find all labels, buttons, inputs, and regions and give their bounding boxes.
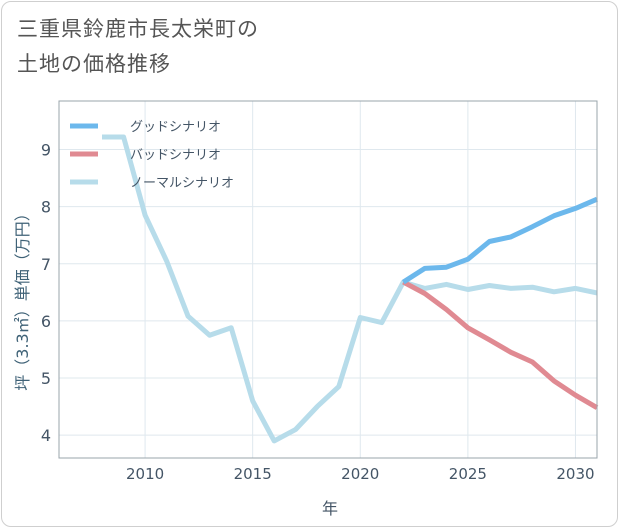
- y-axis-label: 坪（3.3㎡）単価（万円）: [13, 205, 32, 390]
- x-tick-label: 2020: [341, 465, 379, 483]
- legend-label-3: ノーマルシナリオ: [130, 176, 234, 191]
- chart-title-line-1: 三重県鈴鹿市長太栄町の: [17, 17, 259, 41]
- x-tick-label: 2030: [556, 465, 594, 483]
- plot-frame: [58, 100, 598, 459]
- x-tick-label: 2025: [449, 465, 487, 483]
- chart-title: 三重県鈴鹿市長太栄町の 土地の価格推移: [17, 12, 259, 82]
- y-tick-label: 6: [41, 312, 51, 331]
- grid: [59, 101, 597, 458]
- y-tick-label: 5: [41, 369, 51, 388]
- series-line-1: [401, 196, 598, 285]
- x-axis-label: 年: [322, 499, 338, 518]
- y-tick-label: 4: [41, 426, 51, 445]
- tick-labels: 2010 2015 2020 2025 2030 4 5 6 7 8 9: [41, 141, 595, 483]
- legend-label-2: バッドシナリオ: [130, 148, 221, 163]
- legend-label-1: グッドシナリオ: [130, 120, 221, 135]
- series-line-2: [402, 279, 599, 410]
- chart-title-line-2: 土地の価格推移: [17, 52, 171, 76]
- y-tick-label: 7: [41, 255, 51, 274]
- x-tick-label: 2010: [126, 465, 164, 483]
- series-line-3: [102, 134, 598, 444]
- series-lines: [102, 134, 599, 444]
- x-tick-label: 2015: [234, 465, 272, 483]
- y-tick-label: 9: [41, 141, 51, 160]
- y-tick-label: 8: [41, 198, 51, 217]
